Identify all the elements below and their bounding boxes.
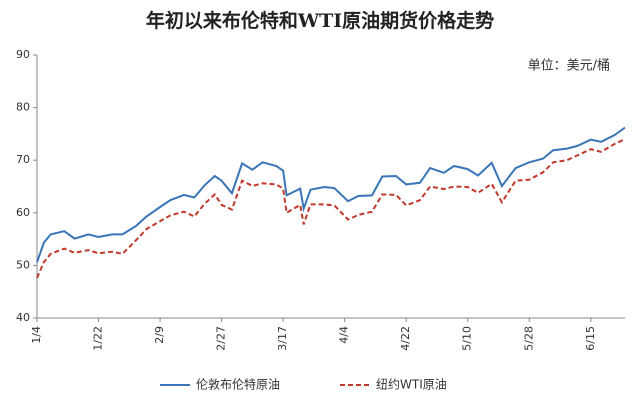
x-tick-label: 3/17: [276, 326, 289, 351]
x-tick-label: 5/28: [522, 326, 535, 351]
legend-label: 伦敦布伦特原油: [196, 377, 280, 392]
x-tick-label: 2/9: [153, 326, 166, 344]
x-tick-label: 5/10: [461, 326, 474, 351]
series-line: [36, 138, 626, 279]
x-tick-label: 6/15: [584, 326, 597, 351]
y-tick-label: 60: [16, 206, 30, 219]
legend-label: 纽约WTI原油: [376, 377, 447, 392]
chart-title: 年初以来布伦特和WTI原油期货价格走势: [146, 9, 494, 32]
x-tick-label: 4/22: [399, 326, 412, 351]
x-tick-label: 4/4: [338, 326, 351, 344]
unit-label: 单位：美元/桶: [528, 59, 610, 74]
x-tick-label: 1/4: [30, 326, 43, 344]
y-tick-label: 90: [16, 48, 30, 61]
y-tick-label: 50: [16, 258, 30, 271]
y-tick-label: 40: [16, 311, 30, 324]
y-tick-label: 70: [16, 153, 30, 166]
y-tick-label: 80: [16, 101, 30, 114]
x-tick-label: 2/27: [215, 326, 228, 351]
x-tick-label: 1/22: [92, 326, 105, 351]
series-line: [36, 126, 626, 263]
